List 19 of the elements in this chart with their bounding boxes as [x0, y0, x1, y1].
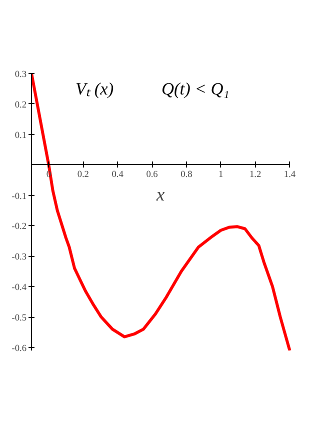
x-tick-label: 1.2 — [249, 170, 262, 180]
x-tick-label: 1 — [218, 170, 224, 180]
annotation: Q(t) < Q₁ — [162, 80, 230, 98]
annotation: Vₜ (x) — [76, 80, 114, 98]
x-tick-label: 0.8 — [180, 170, 193, 180]
y-tick-label: -0.4 — [12, 283, 27, 294]
y-tick-label: -0.2 — [12, 222, 27, 232]
y-tick-label: -0.5 — [12, 314, 27, 324]
x-tick-label: 0.2 — [77, 170, 90, 180]
x-axis-title: x — [155, 184, 166, 206]
y-tick-label: -0.3 — [12, 252, 27, 263]
y-tick-label: 0.2 — [14, 100, 27, 110]
x-tick-label: 0.6 — [146, 170, 158, 180]
x-tick-label: 0.4 — [112, 170, 124, 180]
x-tick-label: 1.4 — [284, 170, 296, 180]
y-tick-label: 0.3 — [14, 70, 27, 80]
y-tick-label: 0.1 — [14, 130, 27, 141]
y-tick-label: -0.1 — [12, 192, 27, 202]
y-tick-label: -0.6 — [12, 344, 27, 354]
